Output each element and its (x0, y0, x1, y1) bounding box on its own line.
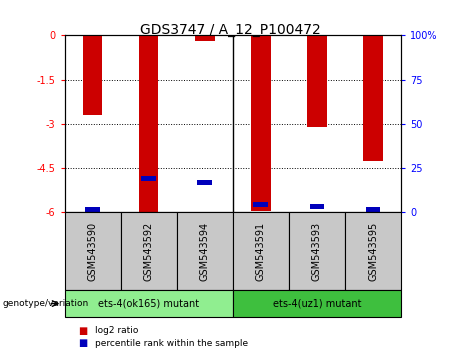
Text: GSM543590: GSM543590 (88, 222, 98, 281)
Bar (195, 35, 214, 41)
Text: GSM543591: GSM543591 (256, 222, 266, 281)
Text: ■: ■ (78, 326, 88, 336)
Bar (254, 202, 268, 207)
Text: ets-4(ok165) mutant: ets-4(ok165) mutant (98, 298, 199, 309)
Text: log2 ratio: log2 ratio (95, 326, 138, 336)
Text: genotype/variation: genotype/variation (2, 299, 89, 308)
Text: ets-4(uz1) mutant: ets-4(uz1) mutant (273, 298, 361, 309)
Text: GSM543595: GSM543595 (368, 222, 378, 281)
Bar (197, 180, 212, 185)
Bar (83, 35, 102, 115)
Bar (307, 35, 327, 127)
Text: GSM543592: GSM543592 (144, 222, 154, 281)
Text: GSM543593: GSM543593 (312, 222, 322, 281)
Bar (139, 35, 159, 212)
Bar (142, 176, 156, 181)
Bar (366, 207, 380, 212)
Bar (310, 204, 324, 209)
Text: GSM543594: GSM543594 (200, 222, 210, 281)
Text: percentile rank within the sample: percentile rank within the sample (95, 339, 248, 348)
Bar (85, 207, 100, 212)
Bar (251, 35, 271, 211)
Text: GDS3747 / A_12_P100472: GDS3747 / A_12_P100472 (140, 23, 321, 37)
Text: ■: ■ (78, 338, 88, 348)
Bar (363, 35, 383, 161)
